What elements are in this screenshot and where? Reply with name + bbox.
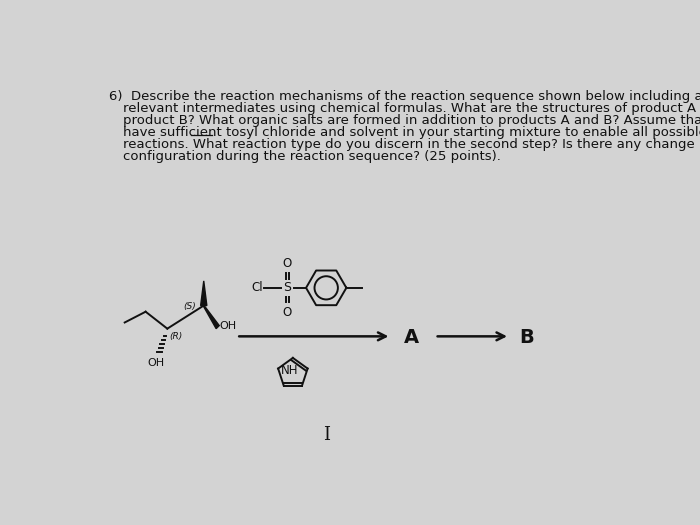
Text: relevant intermediates using chemical formulas. What are the structures of produ: relevant intermediates using chemical fo… (123, 102, 700, 115)
Text: OH: OH (147, 358, 164, 368)
Text: (R): (R) (169, 332, 183, 341)
Text: Cl: Cl (251, 281, 262, 295)
Text: I: I (323, 426, 330, 444)
Polygon shape (201, 281, 207, 306)
Text: NH: NH (281, 364, 298, 376)
Text: reactions. What reaction type do you discern in the second step? Is there any ch: reactions. What reaction type do you dis… (123, 138, 700, 151)
Polygon shape (202, 304, 219, 329)
Text: O: O (283, 306, 292, 319)
Text: 6)  Describe the reaction mechanisms of the reaction sequence shown below includ: 6) Describe the reaction mechanisms of t… (109, 90, 700, 103)
Text: S: S (284, 281, 291, 295)
Text: have sufficient tosyl chloride and solvent in your starting mixture to enable al: have sufficient tosyl chloride and solve… (123, 126, 700, 139)
Text: OH: OH (219, 321, 237, 331)
Text: O: O (283, 257, 292, 270)
Text: A: A (404, 328, 419, 347)
Text: (S): (S) (183, 302, 196, 311)
Text: configuration during the reaction sequence? (25 points).: configuration during the reaction sequen… (123, 150, 501, 163)
Text: B: B (519, 328, 534, 347)
Text: product B? What organic salts are formed in addition to products A and B? Assume: product B? What organic salts are formed… (123, 114, 700, 127)
